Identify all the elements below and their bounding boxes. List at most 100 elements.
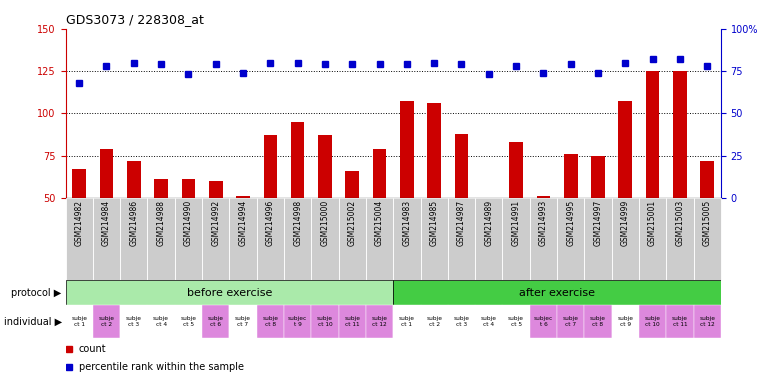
Text: GSM214985: GSM214985 xyxy=(429,200,439,247)
Bar xyxy=(318,135,332,198)
Text: subje
ct 4: subje ct 4 xyxy=(153,316,169,327)
Bar xyxy=(93,198,120,280)
Text: subje
ct 7: subje ct 7 xyxy=(235,316,251,327)
Bar xyxy=(338,305,366,338)
Bar xyxy=(510,142,523,198)
Bar xyxy=(66,280,393,305)
Bar xyxy=(366,305,393,338)
Bar xyxy=(557,198,584,280)
Bar xyxy=(393,305,420,338)
Bar xyxy=(584,198,611,280)
Text: subje
ct 8: subje ct 8 xyxy=(590,316,606,327)
Text: subje
ct 11: subje ct 11 xyxy=(344,316,360,327)
Bar xyxy=(639,198,666,280)
Bar xyxy=(420,198,448,280)
Text: after exercise: after exercise xyxy=(519,288,595,298)
Bar xyxy=(66,198,93,280)
Bar xyxy=(673,71,687,198)
Text: GSM214992: GSM214992 xyxy=(211,200,221,247)
Bar xyxy=(66,305,93,338)
Bar xyxy=(202,198,230,280)
Text: GSM214984: GSM214984 xyxy=(102,200,111,247)
Text: GSM215001: GSM215001 xyxy=(648,200,657,247)
Text: subje
ct 3: subje ct 3 xyxy=(126,316,142,327)
Text: GSM214988: GSM214988 xyxy=(157,200,166,246)
Bar xyxy=(427,103,441,198)
Text: GSM215003: GSM215003 xyxy=(675,200,685,247)
Text: individual ▶: individual ▶ xyxy=(4,316,62,327)
Bar xyxy=(284,305,311,338)
Bar xyxy=(420,305,448,338)
Text: GSM214996: GSM214996 xyxy=(266,200,274,247)
Bar xyxy=(475,305,503,338)
Text: subje
ct 9: subje ct 9 xyxy=(618,316,633,327)
Bar xyxy=(154,179,168,198)
Bar xyxy=(72,169,86,198)
Bar xyxy=(147,198,175,280)
Text: subjec
t 6: subjec t 6 xyxy=(534,316,553,327)
Bar xyxy=(311,198,338,280)
Bar xyxy=(448,198,475,280)
Text: subje
ct 5: subje ct 5 xyxy=(508,316,524,327)
Bar xyxy=(175,305,202,338)
Text: percentile rank within the sample: percentile rank within the sample xyxy=(79,362,244,372)
Bar xyxy=(345,171,359,198)
Bar xyxy=(564,154,577,198)
Text: GSM214991: GSM214991 xyxy=(512,200,520,247)
Bar xyxy=(230,305,257,338)
Text: protocol ▶: protocol ▶ xyxy=(12,288,62,298)
Bar xyxy=(700,161,714,198)
Text: GSM214982: GSM214982 xyxy=(75,200,84,246)
Bar xyxy=(264,135,277,198)
Bar xyxy=(93,305,120,338)
Bar xyxy=(557,305,584,338)
Text: subjec
t 9: subjec t 9 xyxy=(288,316,308,327)
Bar xyxy=(694,198,721,280)
Bar xyxy=(372,149,386,198)
Bar xyxy=(639,305,666,338)
Text: GSM215000: GSM215000 xyxy=(321,200,329,247)
Bar xyxy=(202,305,230,338)
Bar xyxy=(666,305,694,338)
Text: subje
ct 10: subje ct 10 xyxy=(645,316,661,327)
Bar xyxy=(448,305,475,338)
Bar xyxy=(127,161,140,198)
Text: subje
ct 11: subje ct 11 xyxy=(672,316,688,327)
Text: GSM214998: GSM214998 xyxy=(293,200,302,247)
Text: before exercise: before exercise xyxy=(187,288,272,298)
Text: subje
ct 12: subje ct 12 xyxy=(699,316,715,327)
Bar xyxy=(503,198,530,280)
Bar xyxy=(591,156,604,198)
Text: subje
ct 1: subje ct 1 xyxy=(71,316,87,327)
Bar xyxy=(611,198,639,280)
Bar xyxy=(257,198,284,280)
Bar xyxy=(230,198,257,280)
Bar xyxy=(175,198,202,280)
Bar xyxy=(291,122,305,198)
Bar xyxy=(147,305,175,338)
Text: subje
ct 3: subje ct 3 xyxy=(453,316,470,327)
Text: GSM215005: GSM215005 xyxy=(702,200,712,247)
Text: subje
ct 4: subje ct 4 xyxy=(481,316,497,327)
Bar xyxy=(257,305,284,338)
Text: GSM214995: GSM214995 xyxy=(566,200,575,247)
Text: GSM215004: GSM215004 xyxy=(375,200,384,247)
Text: subje
ct 2: subje ct 2 xyxy=(99,316,115,327)
Text: subje
ct 1: subje ct 1 xyxy=(399,316,415,327)
Text: GSM214993: GSM214993 xyxy=(539,200,548,247)
Bar xyxy=(400,101,414,198)
Text: count: count xyxy=(79,344,106,354)
Bar xyxy=(120,305,147,338)
Text: GSM215002: GSM215002 xyxy=(348,200,357,247)
Bar xyxy=(537,196,550,198)
Bar xyxy=(99,149,113,198)
Bar xyxy=(366,198,393,280)
Bar xyxy=(475,198,503,280)
Bar xyxy=(455,134,468,198)
Text: subje
ct 8: subje ct 8 xyxy=(262,316,278,327)
Text: subje
ct 6: subje ct 6 xyxy=(207,316,224,327)
Text: GSM214987: GSM214987 xyxy=(457,200,466,247)
Text: GSM214986: GSM214986 xyxy=(130,200,138,247)
Bar xyxy=(611,305,639,338)
Text: GDS3073 / 228308_at: GDS3073 / 228308_at xyxy=(66,13,204,26)
